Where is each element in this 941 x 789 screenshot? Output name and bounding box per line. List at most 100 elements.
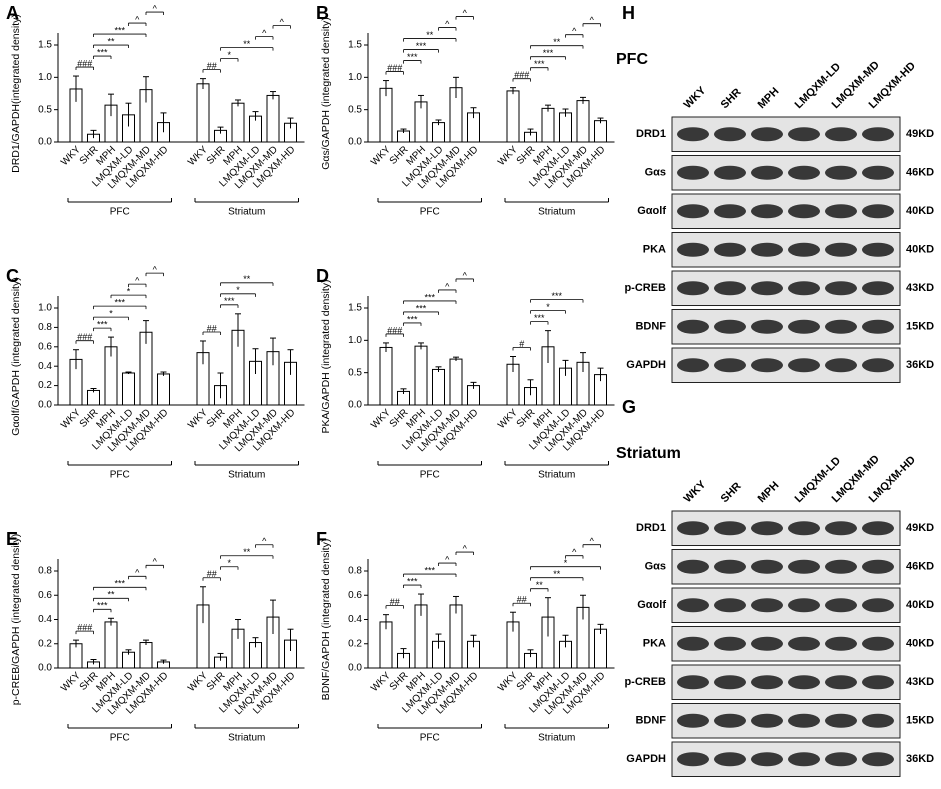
sig-label: * [109,308,113,318]
lane-label: WKY [682,478,709,505]
blot-band [714,127,746,142]
blot-band [862,242,894,257]
blot-band [825,559,857,574]
group-label: PFC [420,207,440,218]
blot-band [751,521,783,536]
sig-label: ** [107,590,115,600]
protein-label: PKA [643,638,666,650]
blot-band [788,713,820,728]
blot-band [862,752,894,767]
y-tick-label: 0.8 [38,322,52,333]
sig-label: *** [551,291,562,301]
panel-label: G [622,397,636,417]
blot-band [788,242,820,257]
sig-label: *** [543,48,554,58]
sig-label: ^ [262,536,267,546]
blot-band [862,165,894,180]
blot-band [751,752,783,767]
y-tick-label: 0.2 [38,380,52,391]
blot-band [677,675,709,690]
sig-label: ^ [153,264,158,274]
sig-label: ## [390,597,400,607]
size-label: 40KD [906,244,934,256]
y-tick-label: 0.0 [38,400,52,411]
sig-label: *** [424,292,435,302]
blot-band [825,127,857,142]
bar [449,358,463,406]
group-label: PFC [110,470,130,481]
panel-label: D [316,266,329,286]
panel-label: B [316,3,329,23]
y-tick-label: 0.2 [38,638,52,649]
y-tick-label: 0.0 [348,137,362,148]
sig-label: ^ [262,28,267,38]
sig-label: *** [114,297,125,307]
protein-label: GAPDH [626,359,666,371]
panel-label: A [6,3,19,23]
blot-band [714,165,746,180]
blot-band [788,675,820,690]
y-tick-label: 1.5 [348,303,362,314]
blot-band [714,675,746,690]
y-tick-label: 1.0 [38,72,52,83]
y-tick-label: 0.4 [38,361,52,372]
group-label: Striatum [228,207,265,218]
y-tick-label: 1.0 [348,72,362,83]
size-label: 46KD [906,167,934,179]
blot-band [862,319,894,334]
sig-label: ### [77,58,92,68]
blot-band [677,713,709,728]
size-label: 15KD [906,321,934,333]
blot-band [677,358,709,373]
panel-label: F [316,529,327,549]
blot-band [788,127,820,142]
blot-band [862,598,894,613]
sig-label: ### [387,63,402,73]
blot-band [825,598,857,613]
blot-band [677,752,709,767]
blot-band [751,598,783,613]
blot-band [788,598,820,613]
sig-label: ^ [153,557,158,567]
sig-label: ^ [463,270,468,280]
bar [157,373,170,406]
protein-label: Gαolf [637,205,666,217]
blot-strip [671,703,901,739]
blot-band [751,204,783,219]
y-axis-label: BDNF/GAPDH (integrated density) [320,539,332,701]
sig-label: *** [416,303,427,313]
sig-label: ** [243,547,251,557]
bar [506,90,520,143]
sig-label: ^ [445,281,450,291]
bar [104,621,118,669]
bar [432,368,445,406]
sig-label: ## [207,323,217,333]
group-label: PFC [110,207,130,218]
protein-label: PKA [643,244,666,256]
blot-band [714,358,746,373]
size-label: 49KD [906,522,934,534]
blot-band [825,165,857,180]
protein-label: Gαs [645,167,666,179]
y-tick-label: 0.8 [348,566,362,577]
blot-band [677,636,709,651]
blot-band [714,204,746,219]
size-label: 36KD [906,753,934,765]
bar [576,100,590,143]
y-tick-label: 0.0 [38,137,52,148]
sig-label: *** [224,296,235,306]
blot-band [862,713,894,728]
blot-band [825,319,857,334]
y-tick-label: 0.5 [348,104,362,115]
blot-band [825,713,857,728]
protein-label: p-CREB [624,282,666,294]
blot-band [862,127,894,142]
sig-label: *** [97,601,108,611]
group-label: Striatum [538,733,575,744]
y-tick-label: 0.0 [348,400,362,411]
blot-band [677,281,709,296]
y-tick-label: 0.5 [348,367,362,378]
sig-label: ## [207,61,217,71]
sig-label: * [127,286,131,296]
blot-band [677,165,709,180]
